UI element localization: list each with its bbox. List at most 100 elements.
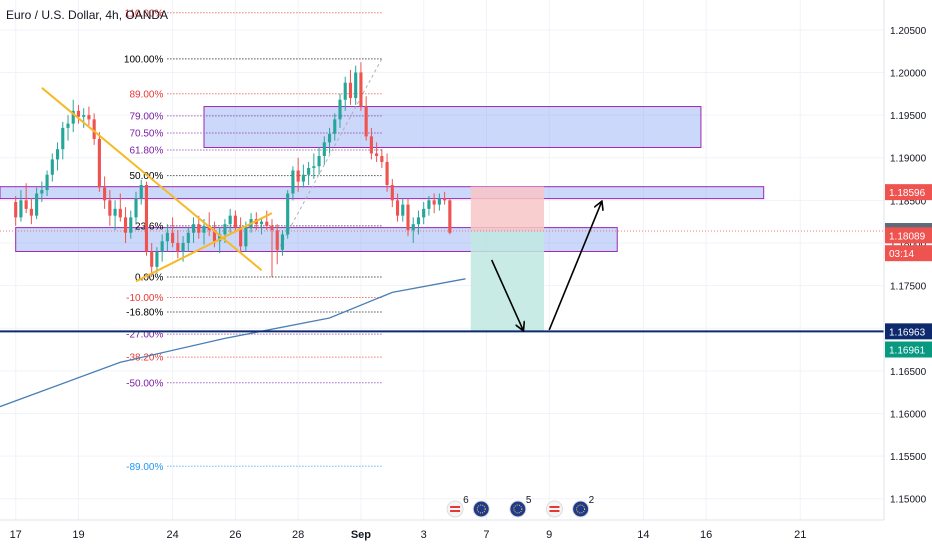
candle-body — [322, 142, 326, 156]
candle-body — [259, 221, 264, 225]
candle-body — [411, 224, 415, 231]
fib-level-label: 100.00% — [124, 54, 164, 65]
symbol-title: Euro / U.S. Dollar, 4h, OANDA — [6, 8, 169, 22]
time-tick-label: 17 — [10, 529, 22, 541]
fib-level-label: 79.00% — [129, 111, 163, 122]
candle-body — [123, 217, 128, 233]
price-tag-label: 1.18089 — [889, 231, 926, 242]
time-tick-label: 16 — [700, 529, 712, 541]
candle-body — [364, 106, 368, 137]
candle-body — [270, 225, 274, 231]
candle-body — [448, 200, 452, 233]
price-tag — [885, 245, 932, 262]
price-tag-label: 1.18596 — [889, 188, 926, 199]
fib-level-label: 110.00% — [125, 8, 164, 19]
candle-body — [29, 208, 33, 216]
candle-body — [40, 190, 44, 194]
fib-level-label: -50.00% — [126, 378, 163, 389]
candle-body — [218, 234, 222, 242]
candle-body — [223, 224, 227, 235]
candle-body — [103, 187, 107, 201]
fib-level-label: 50.00% — [129, 171, 163, 182]
candle-body — [134, 198, 138, 218]
candle-body — [176, 242, 180, 252]
candle-body — [395, 200, 400, 216]
time-tick-label: 3 — [421, 529, 427, 541]
candle-body — [108, 200, 112, 216]
candle-body — [437, 198, 441, 205]
supply-demand-zone — [203, 106, 702, 148]
price-tag — [885, 227, 932, 244]
fib-baseline — [276, 58, 383, 252]
flag-stars — [476, 504, 486, 514]
us-flag-icon — [545, 500, 563, 518]
time-tick-label: 28 — [292, 529, 304, 541]
economic-events: 6 5 2 — [446, 495, 595, 518]
candle-body — [406, 204, 410, 231]
candle-body — [82, 115, 86, 117]
price-tick-label: 1.16000 — [890, 409, 927, 420]
candle-body — [338, 99, 342, 120]
candle-body — [280, 234, 285, 250]
candle-body — [150, 251, 154, 267]
candle-body — [197, 224, 201, 233]
price-tick-label: 1.17500 — [890, 282, 927, 293]
candle-body — [375, 153, 379, 156]
fib-level-label: 70.50% — [129, 128, 163, 139]
candle-body — [312, 166, 316, 168]
short-position-target-zone — [470, 231, 544, 332]
fib-level-label: -38.20% — [126, 353, 163, 364]
candle-body — [432, 200, 436, 205]
eu-flag-icon — [509, 500, 527, 518]
candle-body — [155, 251, 159, 267]
candle-body — [129, 217, 133, 233]
candle-body — [265, 221, 269, 226]
eu-flag-icon — [472, 500, 490, 518]
price-tick-label: 1.15500 — [890, 452, 927, 463]
candle-body — [212, 230, 217, 242]
candle-body — [191, 224, 196, 233]
candle-body — [244, 227, 248, 247]
candle-body — [97, 138, 101, 188]
event-count-badge: 5 — [526, 495, 532, 506]
event-count-badge: 6 — [463, 495, 469, 506]
candle-body — [35, 193, 39, 216]
candle-body — [401, 204, 405, 216]
candle-body — [416, 217, 421, 225]
time-tick-label: 9 — [546, 529, 552, 541]
price-tick-label: 1.20500 — [890, 26, 927, 37]
grid-lines — [0, 0, 884, 520]
candle-body — [343, 82, 347, 100]
supply-demand-zone — [0, 186, 765, 200]
flag-stripe — [549, 506, 560, 508]
candle-body — [291, 170, 295, 194]
fib-level-label: -27.00% — [126, 330, 163, 341]
time-tick-label: 21 — [794, 529, 806, 541]
candle-body — [186, 232, 190, 243]
candle-body — [275, 230, 279, 250]
price-tick-label: 1.20000 — [890, 68, 927, 79]
candle-body — [385, 161, 389, 185]
candle-body — [239, 227, 243, 247]
projection-arrow — [490, 259, 523, 330]
projection-arrow — [548, 202, 601, 331]
flag-stripe — [549, 510, 560, 512]
time-tick-label: 19 — [72, 529, 84, 541]
candlesticks — [14, 62, 452, 278]
candle-body — [113, 208, 117, 216]
trendline — [41, 87, 263, 271]
candle-body — [380, 156, 384, 162]
time-tick-label: 26 — [229, 529, 241, 541]
short-position-stop-zone — [470, 186, 544, 232]
flag-stars — [576, 504, 586, 514]
candle-body — [61, 127, 65, 150]
candle-body — [165, 232, 169, 242]
candle-body — [317, 156, 321, 167]
candle-body — [24, 200, 28, 209]
price-tag — [885, 341, 932, 358]
candle-body — [139, 184, 143, 199]
candle-body — [76, 110, 81, 117]
eu-flag-icon — [572, 500, 590, 518]
candle-body — [427, 200, 431, 209]
